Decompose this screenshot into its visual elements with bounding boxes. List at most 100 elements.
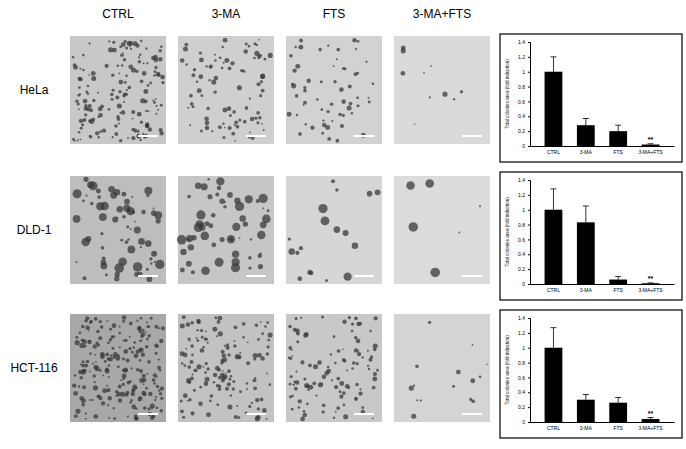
- colony: [217, 368, 221, 372]
- colony: [225, 387, 229, 391]
- colony: [138, 130, 140, 132]
- colony: [351, 330, 354, 333]
- colony: [140, 246, 142, 248]
- colony: [180, 249, 186, 255]
- colony: [159, 339, 163, 343]
- colony: [116, 115, 119, 118]
- colony: [218, 331, 223, 336]
- colony: [157, 73, 161, 77]
- colony: [215, 192, 219, 196]
- colony: [138, 238, 145, 245]
- colony: [266, 418, 268, 420]
- colony: [211, 213, 216, 218]
- colony: [262, 207, 264, 209]
- colony: [339, 87, 344, 92]
- colony: [222, 46, 225, 49]
- colony: [89, 399, 91, 401]
- colony: [112, 323, 117, 328]
- colony: [74, 374, 77, 377]
- column-header: CTRL: [102, 7, 134, 21]
- colony: [193, 389, 196, 392]
- colony: [87, 181, 94, 188]
- colony: [347, 386, 350, 389]
- colony: [151, 210, 157, 216]
- colony: [256, 111, 260, 115]
- colony: [256, 121, 259, 124]
- y-tick: 0.4: [518, 113, 530, 119]
- colony: [158, 57, 162, 61]
- colony: [145, 331, 147, 333]
- colony: [333, 80, 336, 83]
- colony: [190, 360, 194, 364]
- colony: [187, 400, 189, 402]
- colony: [222, 354, 226, 358]
- colony: [108, 376, 110, 378]
- colony: [185, 63, 187, 65]
- colony: [368, 368, 371, 371]
- colony: [210, 394, 214, 398]
- colony: [123, 368, 128, 373]
- colony: [77, 140, 79, 142]
- colony: [354, 348, 358, 352]
- colony: [127, 381, 131, 385]
- colony: [295, 317, 298, 320]
- colony: [102, 129, 106, 133]
- colony: [105, 369, 110, 374]
- scale-bar: [354, 413, 374, 415]
- colony: [343, 230, 349, 236]
- colony: [333, 417, 335, 419]
- colony: [143, 62, 145, 64]
- colony: [135, 43, 139, 47]
- colony: [333, 335, 336, 338]
- colony: [199, 224, 206, 231]
- colony: [322, 119, 324, 121]
- scale-bar: [354, 135, 374, 137]
- colony: [336, 58, 338, 60]
- colony: [330, 353, 332, 355]
- colony: [293, 384, 295, 386]
- colony: [186, 322, 191, 327]
- panel-background: [394, 176, 490, 284]
- colony: [242, 70, 245, 73]
- colony: [108, 396, 112, 400]
- y-tick: 1.2: [518, 54, 530, 60]
- colony: [134, 353, 139, 358]
- colony: [90, 202, 94, 206]
- colony: [342, 358, 346, 362]
- colony: [187, 337, 190, 340]
- y-axis: 00.20.40.60.811.21.4: [518, 39, 530, 149]
- colony: [214, 59, 217, 62]
- column-header: FTS: [323, 7, 346, 21]
- colony: [345, 384, 350, 389]
- colony: [85, 418, 87, 420]
- colony: [206, 107, 210, 111]
- colony: [125, 369, 128, 372]
- colony: [153, 55, 157, 59]
- significance-label: **: [648, 410, 654, 417]
- y-tick-mark: [528, 392, 530, 393]
- colony: [127, 209, 131, 213]
- panel-background: [70, 314, 166, 422]
- colony: [75, 409, 80, 414]
- colony: [140, 121, 143, 124]
- colony: [131, 351, 134, 354]
- x-tick: FTS: [613, 425, 623, 431]
- colony: [292, 68, 296, 72]
- colony: [145, 110, 147, 112]
- colony: [118, 90, 122, 94]
- x-tick: CTRL: [547, 425, 560, 431]
- significance-label: **: [648, 275, 654, 282]
- figure: CTRL3-MAFTS3-MA+FTSHeLaDLD-1HCT-11600.20…: [0, 0, 686, 449]
- colony: [189, 94, 193, 98]
- y-tick-mark: [528, 57, 530, 58]
- x-axis-line: [531, 284, 675, 285]
- colony: [139, 330, 142, 333]
- y-tick-mark: [528, 284, 530, 285]
- colony: [479, 375, 482, 378]
- x-tick-label: 3-MA+FTS: [638, 149, 663, 155]
- y-tick-mark: [528, 101, 530, 102]
- panel-background: [70, 36, 166, 144]
- colony: [297, 276, 302, 281]
- colony: [229, 114, 232, 117]
- colony: [160, 104, 163, 107]
